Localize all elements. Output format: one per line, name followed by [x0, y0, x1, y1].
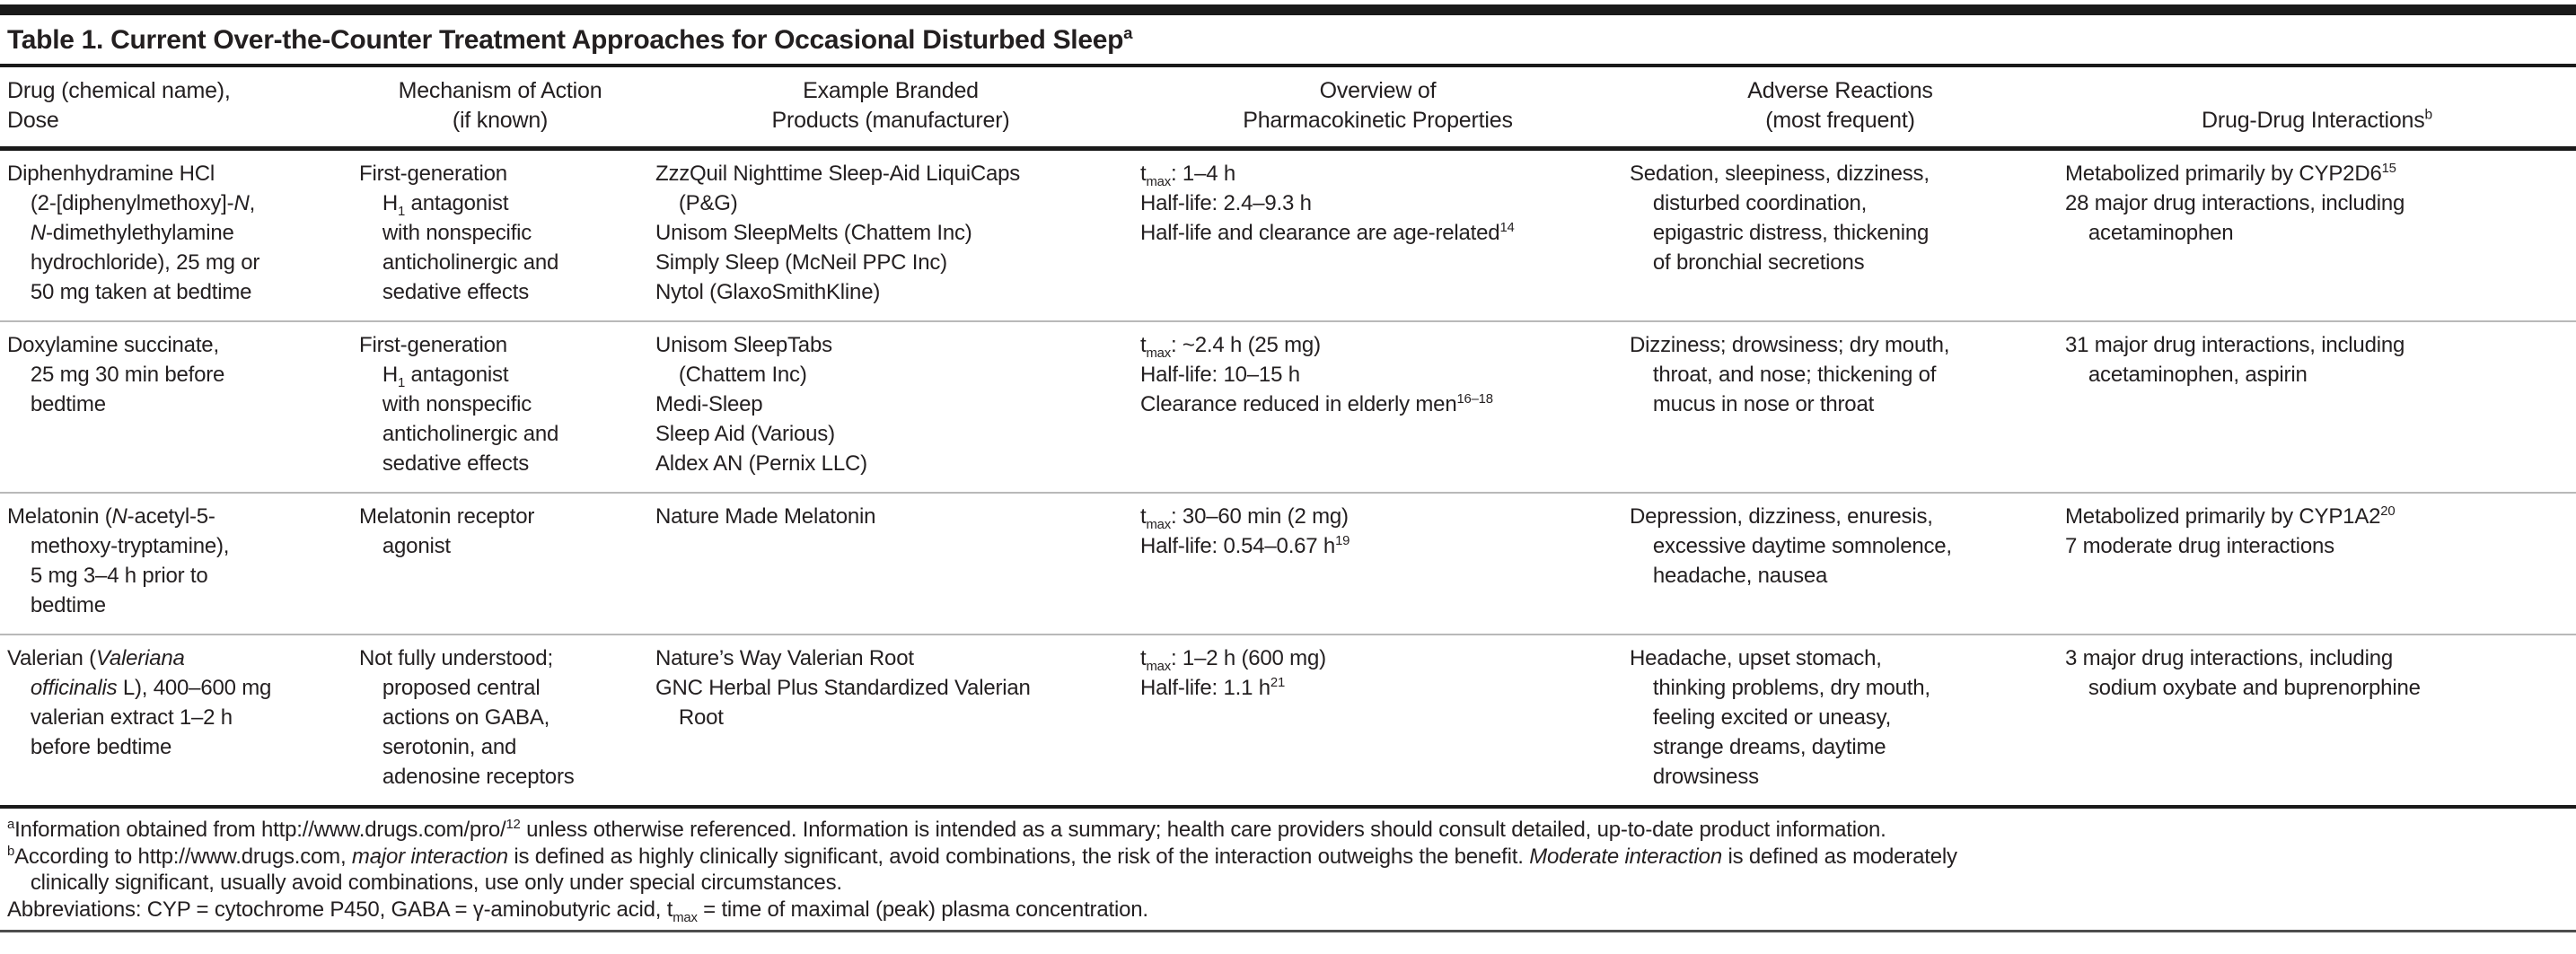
cell-mechanism: Melatonin receptor agonist [359, 504, 535, 558]
table-figure: Table 1. Current Over-the-Counter Treatm… [0, 4, 2576, 932]
cell-pharmacokinetics: tmax: 1–2 h (600 mg) Half-life: 1.1 h21 [1140, 646, 1326, 700]
cell-drug: Melatonin (N-acetyl-5- methoxy-tryptamin… [7, 504, 230, 617]
cell-drug: Doxylamine succinate, 25 mg 30 min befor… [7, 333, 225, 416]
table-row-diphenhydramine: Diphenhydramine HCl (2-[diphenylmethoxy]… [0, 151, 2576, 322]
cell-products: Unisom SleepTabs (Chattem Inc) Medi-Slee… [655, 333, 867, 476]
column-header-mechanism: Mechanism of Action (if known) [398, 78, 602, 133]
cell-drug-interactions: Metabolized primarily by CYP1A220 7 mode… [2065, 504, 2396, 558]
cell-mechanism: First-generation H1 antagonist with nons… [359, 333, 559, 476]
cell-drug-interactions: 31 major drug interactions, including ac… [2065, 333, 2405, 387]
table-title: Table 1. Current Over-the-Counter Treatm… [7, 23, 1133, 55]
cell-drug-interactions: Metabolized primarily by CYP2D615 28 maj… [2065, 162, 2405, 245]
table-row-doxylamine: Doxylamine succinate, 25 mg 30 min befor… [0, 322, 2576, 494]
cell-products: ZzzQuil Nighttime Sleep-Aid LiquiCaps (P… [655, 162, 1021, 304]
column-header-drug-interactions: Drug-Drug Interactionsb [2202, 107, 2432, 133]
top-rule [0, 4, 2576, 15]
footnote-a: aInformation obtained from http://www.dr… [7, 818, 1886, 842]
cell-pharmacokinetics: tmax: 30–60 min (2 mg) Half-life: 0.54–0… [1140, 504, 1350, 558]
cell-adverse-reactions: Depression, dizziness, enuresis, excessi… [1630, 504, 1952, 588]
footnotes-block: aInformation obtained from http://www.dr… [0, 809, 2576, 926]
cell-pharmacokinetics: tmax: ~2.4 h (25 mg) Half-life: 10–15 h … [1140, 333, 1493, 416]
cell-drug-interactions: 3 major drug interactions, including sod… [2065, 646, 2421, 700]
body-bottom-rule [0, 805, 2576, 809]
table-title-row: Table 1. Current Over-the-Counter Treatm… [0, 15, 2576, 64]
table-row-melatonin: Melatonin (N-acetyl-5- methoxy-tryptamin… [0, 494, 2576, 635]
table-header-row: Drug (chemical name), Dose Mechanism of … [0, 67, 2576, 146]
table-row-valerian: Valerian (Valeriana officinalis L), 400–… [0, 635, 2576, 805]
title-bottom-rule [0, 64, 2576, 67]
header-bottom-rule [0, 146, 2576, 151]
cell-products: Nature Made Melatonin [655, 504, 876, 529]
cell-mechanism: Not fully understood; proposed central a… [359, 646, 575, 789]
column-header-adverse-reactions: Adverse Reactions (most frequent) [1747, 78, 1933, 133]
column-header-drug: Drug (chemical name), Dose [7, 78, 231, 133]
cell-adverse-reactions: Dizziness; drowsiness; dry mouth, throat… [1630, 333, 1950, 416]
cell-drug: Valerian (Valeriana officinalis L), 400–… [7, 646, 272, 759]
cell-pharmacokinetics: tmax: 1–4 h Half-life: 2.4–9.3 h Half-li… [1140, 162, 1515, 245]
footnote-b: bAccording to http://www.drugs.com, majo… [7, 844, 1957, 896]
cell-adverse-reactions: Headache, upset stomach, thinking proble… [1630, 646, 1930, 789]
table-bottom-rule [0, 930, 2576, 932]
cell-drug: Diphenhydramine HCl (2-[diphenylmethoxy]… [7, 162, 260, 304]
cell-mechanism: First-generation H1 antagonist with nons… [359, 162, 559, 304]
column-header-pharmacokinetics: Overview of Pharmacokinetic Properties [1243, 78, 1513, 133]
cell-adverse-reactions: Sedation, sleepiness, dizziness, disturb… [1630, 162, 1930, 275]
column-header-products: Example Branded Products (manufacturer) [771, 78, 1010, 133]
footnote-abbreviations: Abbreviations: CYP = cytochrome P450, GA… [7, 897, 1148, 925]
cell-products: Nature’s Way Valerian Root GNC Herbal Pl… [655, 646, 1031, 730]
